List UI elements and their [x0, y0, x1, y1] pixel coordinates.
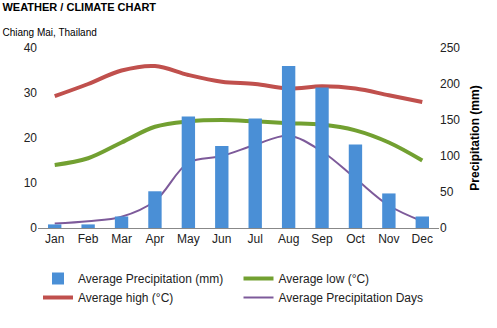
svg-text:Average low (°C): Average low (°C) — [279, 272, 370, 286]
svg-text:Sep: Sep — [311, 232, 333, 246]
svg-text:WEATHER / CLIMATE CHART: WEATHER / CLIMATE CHART — [2, 1, 156, 13]
svg-text:Average Precipitation (mm): Average Precipitation (mm) — [78, 272, 223, 286]
svg-text:May: May — [177, 232, 200, 246]
svg-text:Nov: Nov — [378, 232, 399, 246]
svg-text:50: 50 — [440, 185, 454, 199]
svg-text:0: 0 — [30, 221, 37, 235]
svg-text:40: 40 — [24, 41, 38, 55]
svg-text:Oct: Oct — [346, 232, 365, 246]
svg-text:Jan: Jan — [45, 232, 64, 246]
svg-text:Average high (°C): Average high (°C) — [78, 291, 173, 305]
svg-text:Precipitation (mm): Precipitation (mm) — [468, 85, 482, 190]
svg-text:150: 150 — [440, 113, 460, 127]
svg-text:Chiang Mai, Thailand: Chiang Mai, Thailand — [2, 27, 96, 38]
svg-text:30: 30 — [24, 86, 38, 100]
svg-text:Aug: Aug — [278, 232, 299, 246]
svg-text:0: 0 — [440, 221, 447, 235]
svg-text:Average Precipitation Days: Average Precipitation Days — [279, 291, 424, 305]
svg-text:250: 250 — [440, 41, 460, 55]
svg-text:Apr: Apr — [146, 232, 165, 246]
svg-text:Jun: Jun — [212, 232, 231, 246]
svg-text:Dec: Dec — [412, 232, 433, 246]
svg-text:100: 100 — [440, 149, 460, 163]
svg-text:200: 200 — [440, 77, 460, 91]
svg-text:Mar: Mar — [111, 232, 132, 246]
svg-text:10: 10 — [24, 176, 38, 190]
svg-text:20: 20 — [24, 131, 38, 145]
svg-text:Jul: Jul — [248, 232, 263, 246]
svg-text:Feb: Feb — [78, 232, 99, 246]
